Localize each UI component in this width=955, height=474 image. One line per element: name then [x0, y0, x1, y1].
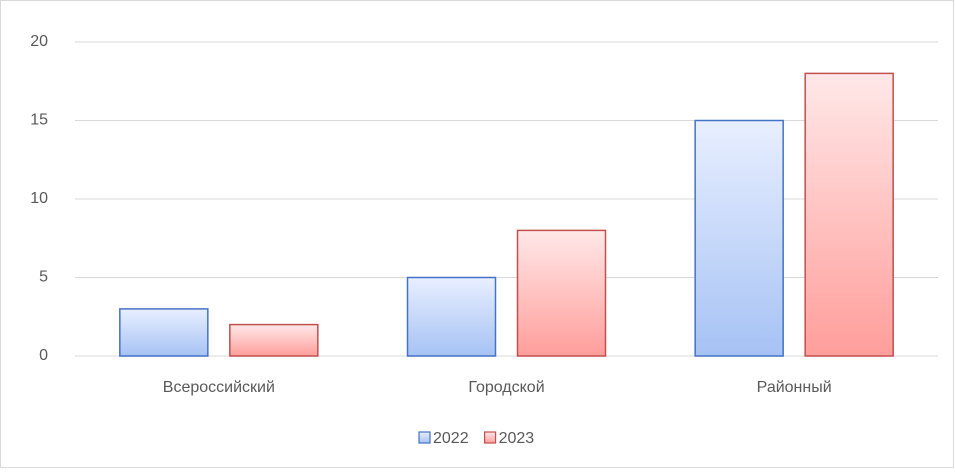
y-tick-label: 15: [30, 112, 48, 129]
bar: [804, 72, 894, 357]
legend-swatch: [418, 431, 431, 444]
x-tick-label: Всероссийский: [163, 379, 275, 396]
y-tick-label: 20: [30, 33, 48, 50]
legend-label: 2023: [499, 430, 535, 447]
legend-label: 2022: [433, 430, 469, 447]
bar: [119, 308, 209, 357]
x-tick-label: Районный: [757, 379, 832, 396]
y-tick-label: 10: [30, 190, 48, 207]
bar: [406, 276, 497, 357]
legend-swatch: [483, 431, 497, 444]
bar: [229, 323, 319, 357]
x-tick-label: Городской: [468, 379, 544, 396]
bar: [694, 119, 784, 357]
y-tick-label: 5: [39, 269, 48, 286]
y-tick-label: 0: [39, 347, 48, 364]
bar: [516, 229, 607, 357]
